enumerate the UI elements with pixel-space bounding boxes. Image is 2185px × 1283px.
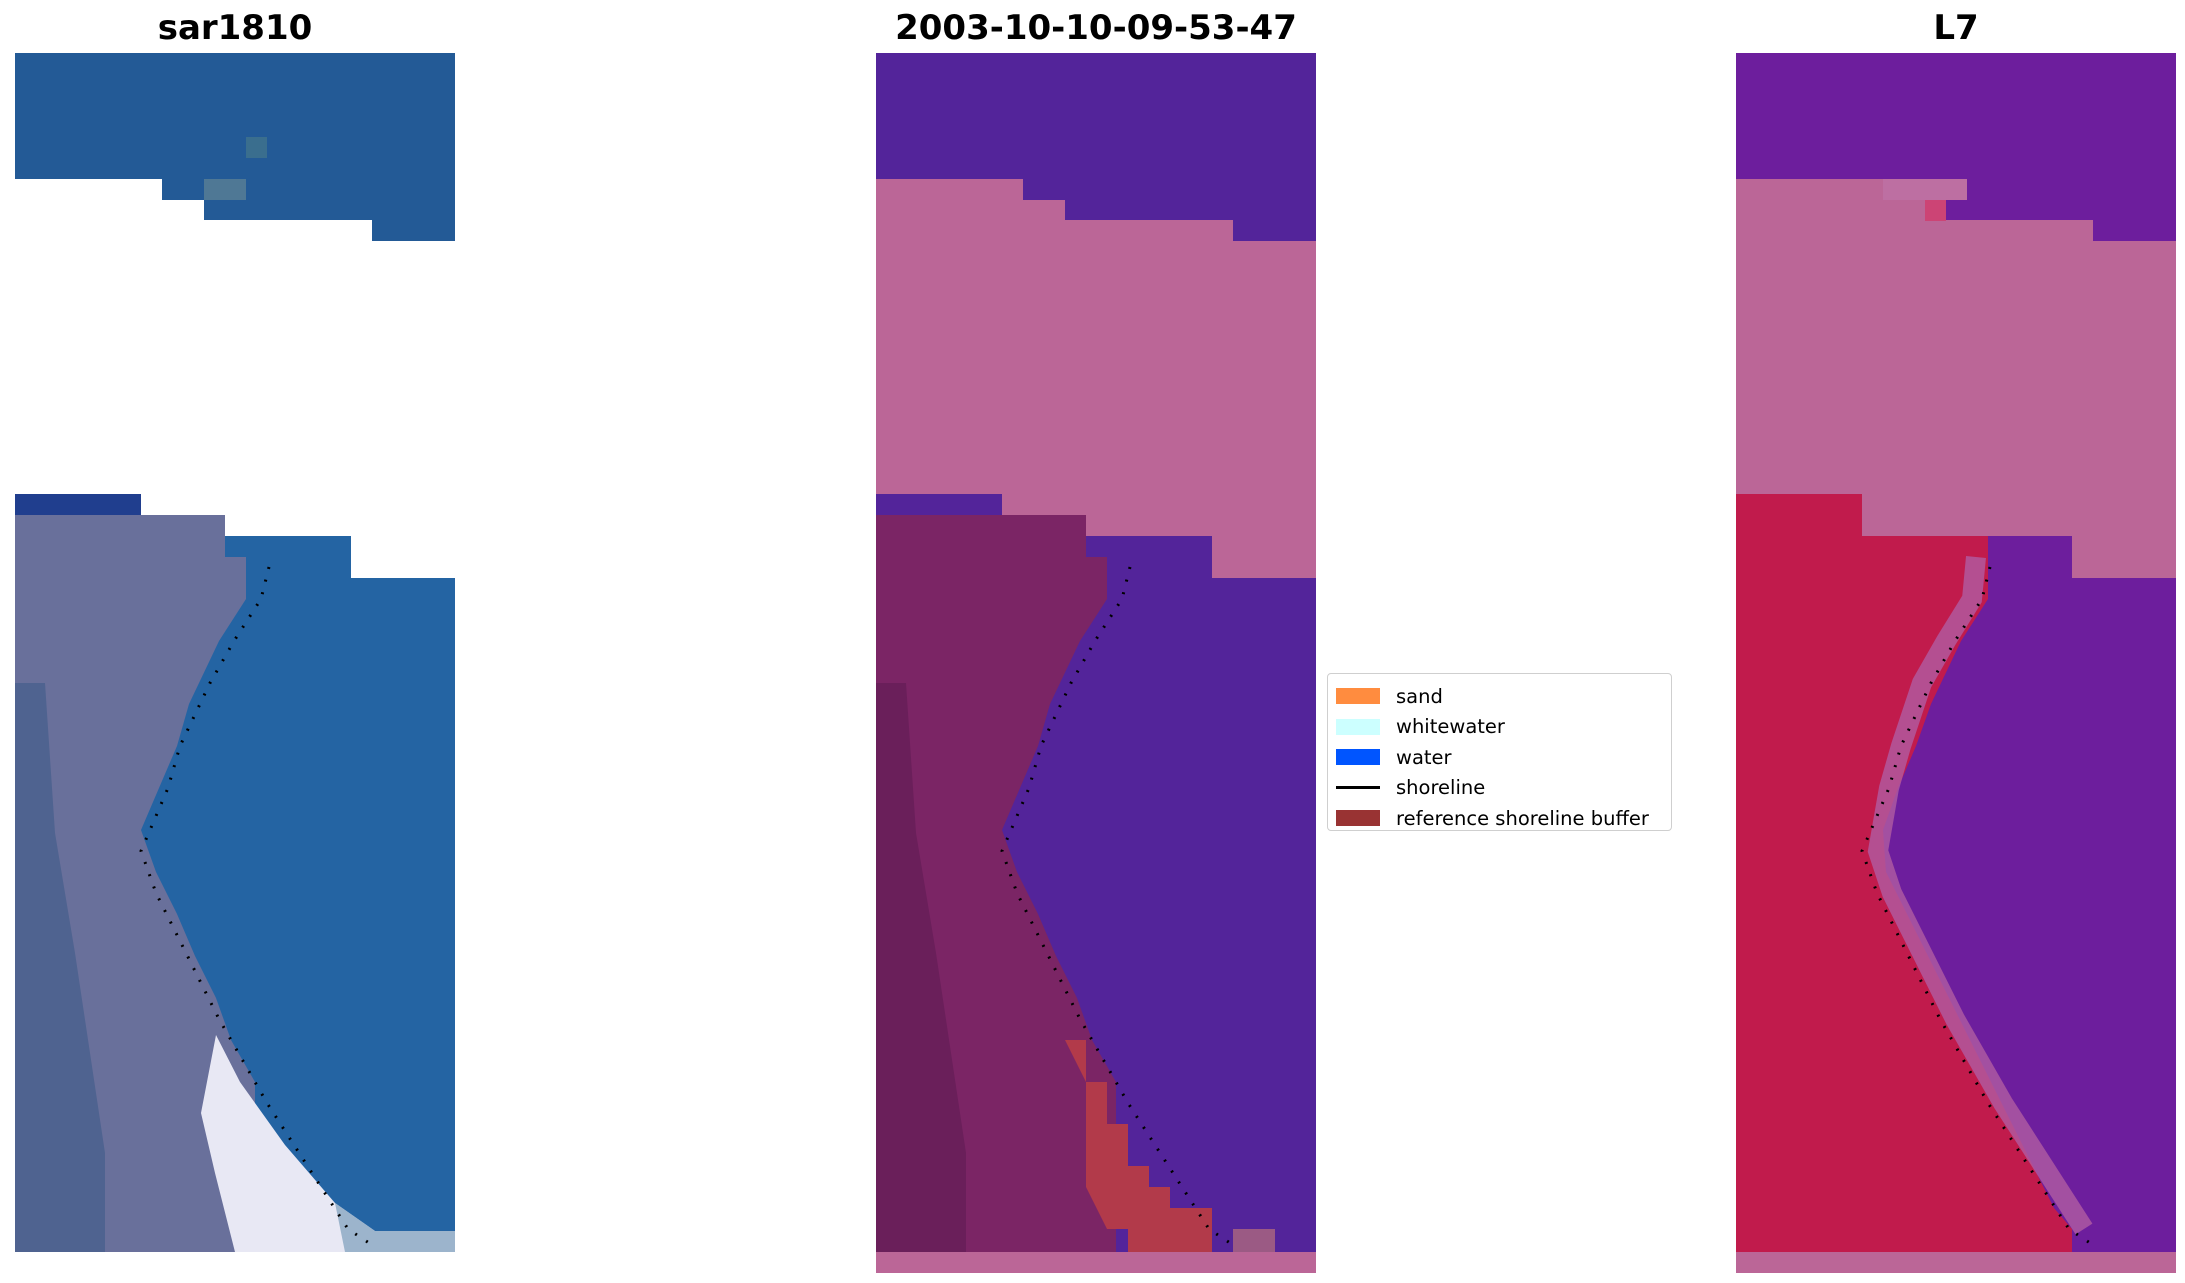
classified-image [876,53,1316,1273]
legend-label-shoreline: shoreline [1396,776,1486,800]
legend-item-whitewater: whitewater [1328,712,1671,743]
rgb-land-shadow [15,683,105,1252]
mndwi-shoreline [1860,566,2094,1247]
reference-buffer-end [1233,1229,1275,1252]
water-top-region [876,53,1316,241]
rgb-shoreline [139,566,373,1247]
rgb-surf-patch [204,179,246,200]
legend-label-sand: sand [1396,684,1443,708]
whitewater-swatch [1336,718,1380,735]
mndwi-transition-band [1867,556,2093,1235]
classification-panel [876,53,1316,1273]
mndwi-red-patch [1925,200,1946,221]
legend-item-reference-buffer: reference shoreline buffer [1328,803,1671,834]
legend: sand whitewater water shoreline referenc… [1327,673,1672,831]
panel-title-rgb: sar1810 [157,8,313,48]
mndwi-land-region [1736,494,2072,1252]
rgb-image [15,53,455,1252]
rgb-surf-patch [246,137,267,158]
sand-swatch [1336,688,1380,705]
reference-buffer-region [1065,1040,1212,1252]
mndwi-image [1736,53,2176,1273]
rgb-dark-water-cap [15,494,141,515]
panel-title-classification: 2003-10-10-09-53-47 [895,8,1297,48]
rgb-surf-zone [201,1035,375,1252]
legend-item-sand: sand [1328,681,1671,712]
legend-label-reference-buffer: reference shoreline buffer [1396,806,1649,830]
mndwi-panel [1736,53,2176,1273]
panel-title-mndwi: L7 [1933,8,1979,48]
legend-item-shoreline: shoreline [1328,773,1671,804]
rgb-water-top-region [15,53,455,241]
water-swatch [1336,749,1380,766]
shoreline-line-swatch [1336,786,1380,790]
rgb-surf-fade [335,1203,455,1252]
mndwi-pink-patch [1883,179,1967,200]
mndwi-water-top [1736,53,2176,241]
detected-shoreline [1000,566,1234,1247]
legend-label-water: water [1396,745,1452,769]
legend-item-water: water [1328,742,1671,773]
land-shadow [876,683,966,1252]
reference-buffer-swatch [1336,810,1380,827]
rgb-image-panel [15,53,455,1273]
legend-label-whitewater: whitewater [1396,715,1505,739]
